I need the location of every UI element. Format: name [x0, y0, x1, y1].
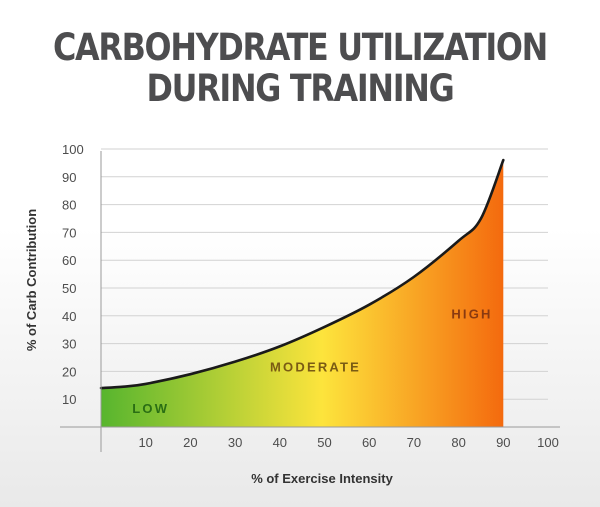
zone-label-low: LOW: [132, 401, 169, 416]
carb-area-fill: [101, 160, 504, 427]
axes: 10 20 30 40 50 60 70 80 90 100 10 20 30 40 50 60 70 80 90 1…: [60, 142, 560, 452]
y-tick-label: 60: [62, 253, 76, 268]
y-tick-label: 20: [62, 364, 76, 379]
carb-curve-line: [99, 158, 505, 390]
x-tick-label: 40: [273, 435, 287, 450]
zone-label-moderate: MODERATE: [270, 359, 361, 374]
x-tick-label: 70: [407, 435, 421, 450]
x-tick-label: 10: [138, 435, 152, 450]
x-tick-label: 100: [537, 435, 559, 450]
y-tick-label: 80: [62, 198, 76, 213]
labels: LOW MODERATE HIGH: [132, 307, 492, 417]
x-tick-label: 90: [496, 435, 510, 450]
chart-title-line-1: CARBOHYDRATE UTILIZATION: [52, 26, 548, 69]
y-tick-label: 90: [62, 170, 76, 185]
y-axis-label: % of Carb Contribution: [24, 209, 39, 351]
zone-label-high: HIGH: [451, 307, 492, 322]
y-tick-label: 10: [62, 392, 76, 407]
y-tick-label: 40: [62, 309, 76, 324]
x-tick-label: 60: [362, 435, 376, 450]
y-tick-label: 70: [62, 225, 76, 240]
x-tick-label: 20: [183, 435, 197, 450]
chart-title-line-2: DURING TRAINING: [146, 67, 455, 110]
area-layer: [99, 158, 505, 427]
y-tick-label: 30: [62, 337, 76, 352]
x-tick-label: 80: [451, 435, 465, 450]
x-tick-label: 30: [228, 435, 242, 450]
x-tick-label: 50: [317, 435, 331, 450]
x-axis-label: % of Exercise Intensity: [251, 471, 393, 486]
y-tick-label: 50: [62, 281, 76, 296]
y-tick-label: 100: [62, 142, 84, 157]
